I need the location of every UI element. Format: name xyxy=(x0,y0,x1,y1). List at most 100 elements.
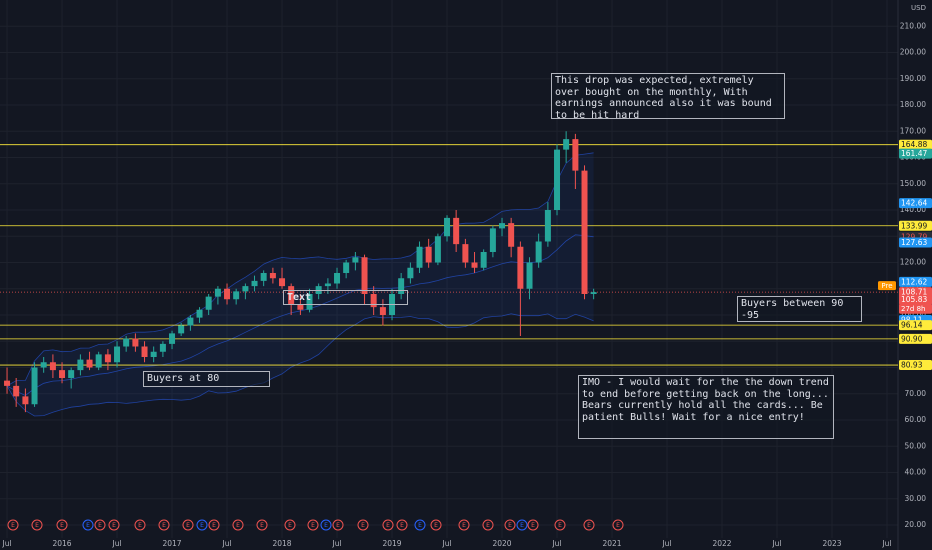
price-label-box xyxy=(899,220,932,231)
earnings-label: E xyxy=(400,522,404,529)
candle xyxy=(581,165,588,300)
candle xyxy=(196,307,203,323)
candle-body xyxy=(114,346,121,363)
candle xyxy=(251,275,258,292)
candle xyxy=(233,288,240,305)
earnings-label: E xyxy=(616,522,620,529)
x-tick-label: 2023 xyxy=(822,539,841,548)
annotation: Text xyxy=(283,290,408,305)
candle-body xyxy=(425,246,432,263)
earnings-marker xyxy=(94,519,106,531)
earnings-label: E xyxy=(288,522,292,529)
candle-body xyxy=(554,149,561,210)
candle-body xyxy=(269,273,276,279)
candle xyxy=(22,388,29,413)
band-upper xyxy=(6,152,594,387)
candle xyxy=(379,299,386,326)
earnings-marker xyxy=(320,519,332,531)
candle xyxy=(306,288,313,313)
candle-body xyxy=(251,280,258,287)
price-label: 80.93 xyxy=(901,361,923,370)
candle-body xyxy=(214,288,221,297)
earnings-label: E xyxy=(418,522,422,529)
earnings-marker xyxy=(396,519,408,531)
candle xyxy=(398,273,405,300)
earnings-label: E xyxy=(86,522,90,529)
candle-body xyxy=(544,210,551,242)
y-tick-label: 20.00 xyxy=(905,520,927,529)
candle xyxy=(169,330,176,350)
candle-body xyxy=(407,267,414,279)
y-tick-label: 180.00 xyxy=(900,100,926,109)
candle-body xyxy=(242,286,249,292)
price-label: 105.83 xyxy=(901,295,927,304)
earnings-label: E xyxy=(386,522,390,529)
earnings-marker xyxy=(554,519,566,531)
earnings-label: E xyxy=(60,522,64,529)
candle-body xyxy=(398,278,405,294)
x-tick-label: Jul xyxy=(331,539,341,548)
price-label: 90.90 xyxy=(901,334,923,343)
candle-body xyxy=(13,385,20,397)
earnings-label: E xyxy=(587,522,591,529)
x-tick-label: 2016 xyxy=(52,539,71,548)
candle-body xyxy=(141,346,148,357)
earnings-marker xyxy=(31,519,43,531)
earnings-marker xyxy=(256,519,268,531)
candle-body xyxy=(59,370,66,378)
pre-label-box xyxy=(878,281,896,291)
countdown-box xyxy=(899,303,932,314)
candle-body xyxy=(563,139,570,150)
currency: USD xyxy=(911,4,926,12)
candle xyxy=(150,346,157,363)
candle xyxy=(489,225,496,258)
candle xyxy=(544,202,551,247)
candle-body xyxy=(95,354,102,368)
earnings-label: E xyxy=(434,522,438,529)
price-label-box xyxy=(899,139,932,150)
candle xyxy=(554,144,561,216)
candle-body xyxy=(581,170,588,294)
earnings-label: E xyxy=(324,522,328,529)
countdown: 27d 8h xyxy=(901,305,925,313)
x-tick-label: Jul xyxy=(771,539,781,548)
earnings-marker xyxy=(108,519,120,531)
candle xyxy=(434,233,441,266)
candle-body xyxy=(416,246,423,268)
candle xyxy=(260,270,267,287)
annotation: IMO - I would wait for the the down tren… xyxy=(578,375,834,439)
earnings-marker xyxy=(357,519,369,531)
price-label: 164.88 xyxy=(901,140,927,149)
candle xyxy=(13,378,20,407)
candle-body xyxy=(288,286,295,305)
annotation: Buyers between 90 -95 xyxy=(737,296,862,322)
candle-body xyxy=(471,262,478,268)
earnings-marker xyxy=(196,519,208,531)
earnings-label: E xyxy=(162,522,166,529)
candle-body xyxy=(343,262,350,273)
candle-body xyxy=(159,343,166,352)
price-label: 112.62 xyxy=(901,277,927,286)
earnings-marker xyxy=(414,519,426,531)
earnings-label: E xyxy=(520,522,524,529)
candle-body xyxy=(508,223,515,247)
price-label: 127.63 xyxy=(901,238,927,247)
candle xyxy=(334,267,341,289)
candle xyxy=(352,252,359,271)
candle xyxy=(324,278,331,294)
candle-body xyxy=(453,217,460,245)
candle xyxy=(49,354,56,378)
earnings-marker xyxy=(332,519,344,531)
earnings-label: E xyxy=(311,522,315,529)
candle xyxy=(214,286,221,305)
earnings-marker xyxy=(82,519,94,531)
earnings-label: E xyxy=(200,522,204,529)
x-tick-label: Jul xyxy=(551,539,561,548)
candle-body xyxy=(205,296,212,310)
candle xyxy=(187,315,194,331)
x-tick-label: Jul xyxy=(881,539,891,548)
candle-body xyxy=(462,244,469,263)
candle xyxy=(288,283,295,315)
earnings-marker xyxy=(134,519,146,531)
price-label: 98.11 xyxy=(901,315,923,324)
